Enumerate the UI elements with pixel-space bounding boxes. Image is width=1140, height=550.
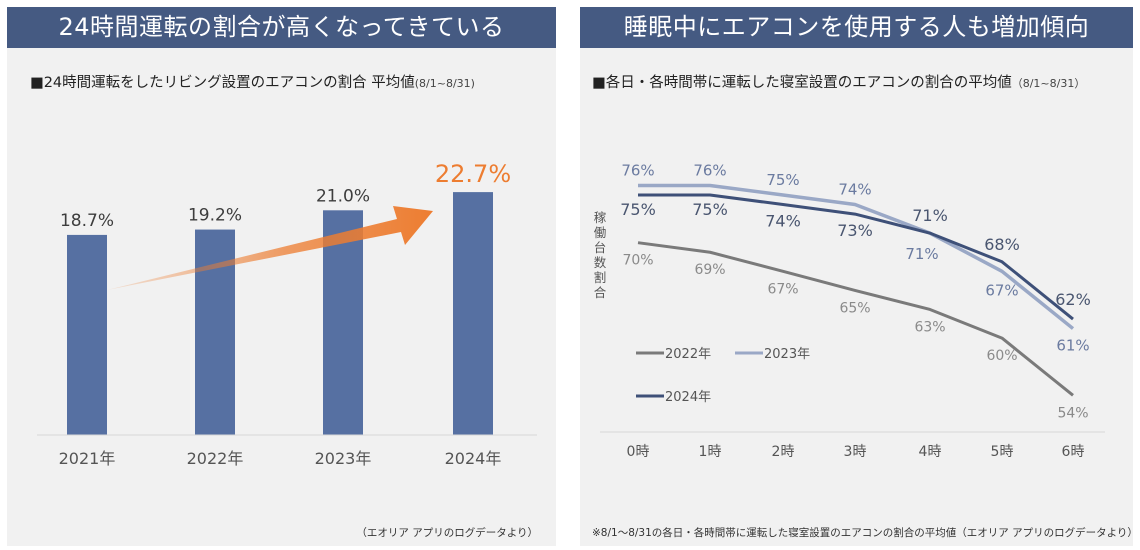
legend-label: 2023年 xyxy=(764,347,810,362)
point-label-2023年: 61% xyxy=(1056,337,1089,355)
x-tick-label: 6時 xyxy=(1062,444,1085,460)
point-label-2023年: 74% xyxy=(838,181,871,199)
x-tick-label: 2023年 xyxy=(315,449,372,468)
legend-label: 2022年 xyxy=(665,347,711,362)
point-label-2024年: 74% xyxy=(765,212,801,231)
line-series-2024年 xyxy=(638,193,1074,321)
left-title: 24時間運転の割合が高くなってきている xyxy=(7,7,556,48)
x-tick-label: 2022年 xyxy=(187,449,244,468)
right-subtitle: ■各日・各時間帯に運転した寝室設置のエアコンの割合の平均値（8/1~8/31） xyxy=(592,71,1085,92)
x-tick-label: 3時 xyxy=(844,444,867,460)
left-subtitle: ■24時間運転をしたリビング設置のエアコンの割合 平均値(8/1~8/31) xyxy=(30,71,475,92)
line-series-2022年 xyxy=(637,241,1074,397)
x-tick-label: 2021年 xyxy=(59,449,116,468)
right-title: 睡眠中にエアコンを使用する人も増加傾向 xyxy=(580,7,1133,48)
right-panel: 睡眠中にエアコンを使用する人も増加傾向 ■各日・各時間帯に運転した寝室設置のエア… xyxy=(580,7,1138,546)
point-label-2024年: 73% xyxy=(837,221,873,240)
legend-label: 2024年 xyxy=(665,390,711,405)
right-subtitle-text: ■各日・各時間帯に運転した寝室設置のエアコンの割合の平均値 xyxy=(592,75,1012,91)
bar-value-label: 18.7% xyxy=(60,211,114,231)
point-label-2024年: 68% xyxy=(984,235,1020,254)
line-series-2023年 xyxy=(638,183,1075,330)
point-label-2024年: 71% xyxy=(912,206,948,225)
x-tick-label: 0時 xyxy=(627,444,650,460)
right-footnote: ※8/1～8/31の各日・各時間帯に運転した寝室設置のエアコンの割合の平均値（エ… xyxy=(592,527,1138,539)
point-label-2023年: 76% xyxy=(693,161,726,179)
point-label-2024年: 62% xyxy=(1055,290,1091,309)
point-label-2024年: 75% xyxy=(620,200,656,219)
x-tick-label: 5時 xyxy=(991,444,1014,460)
point-label-2022年: 69% xyxy=(694,262,725,278)
x-tick-label: 1時 xyxy=(699,444,722,460)
point-label-2022年: 67% xyxy=(767,281,798,297)
bar-chart: 18.7% 19.2% 21.0% 22.7% 2021年 2022年 2023年 2024… xyxy=(37,160,537,468)
x-tick-label: 2時 xyxy=(772,444,795,460)
point-label-2022年: 60% xyxy=(986,348,1017,364)
legend: 2022年 2023年 2024年 xyxy=(636,347,810,405)
left-subtitle-range: (8/1~8/31) xyxy=(414,77,475,90)
trend-arrow xyxy=(107,206,433,290)
point-label-2022年: 65% xyxy=(839,300,870,316)
left-panel: 24時間運転の割合が高くなってきている ■24時間運転をしたリビング設置のエアコ… xyxy=(7,7,556,546)
left-source: （エオリア アプリのログデータより） xyxy=(356,527,538,539)
bar-2024年 xyxy=(453,192,493,435)
bar-value-label: 19.2% xyxy=(188,206,242,226)
point-label-2024年: 75% xyxy=(692,200,728,219)
left-subtitle-text: ■24時間運転をしたリビング設置のエアコンの割合 平均値 xyxy=(30,75,415,91)
right-subtitle-range: （8/1~8/31） xyxy=(1011,77,1086,90)
point-label-2022年: 63% xyxy=(914,319,945,335)
x-tick-label: 4時 xyxy=(919,444,942,460)
point-label-2023年: 67% xyxy=(985,281,1018,299)
bar-value-label: 21.0% xyxy=(316,186,370,206)
bar-2023年 xyxy=(323,210,363,435)
bar-2021年 xyxy=(67,234,107,435)
bar-value-label: 22.7% xyxy=(435,160,511,188)
x-tick-label: 2024年 xyxy=(445,449,502,468)
y-axis-label: 稼働台数割合 xyxy=(593,210,607,300)
point-label-2023年: 75% xyxy=(766,171,799,189)
point-label-2023年: 71% xyxy=(905,245,938,263)
point-label-2022年: 70% xyxy=(622,253,653,269)
point-label-2023年: 76% xyxy=(621,161,654,179)
line-chart: 70% 69% 67% 65% 63% 60% 54% 76% 76% 75% 74% 71% 67% 6… xyxy=(600,161,1105,460)
point-label-2022年: 54% xyxy=(1057,405,1088,421)
